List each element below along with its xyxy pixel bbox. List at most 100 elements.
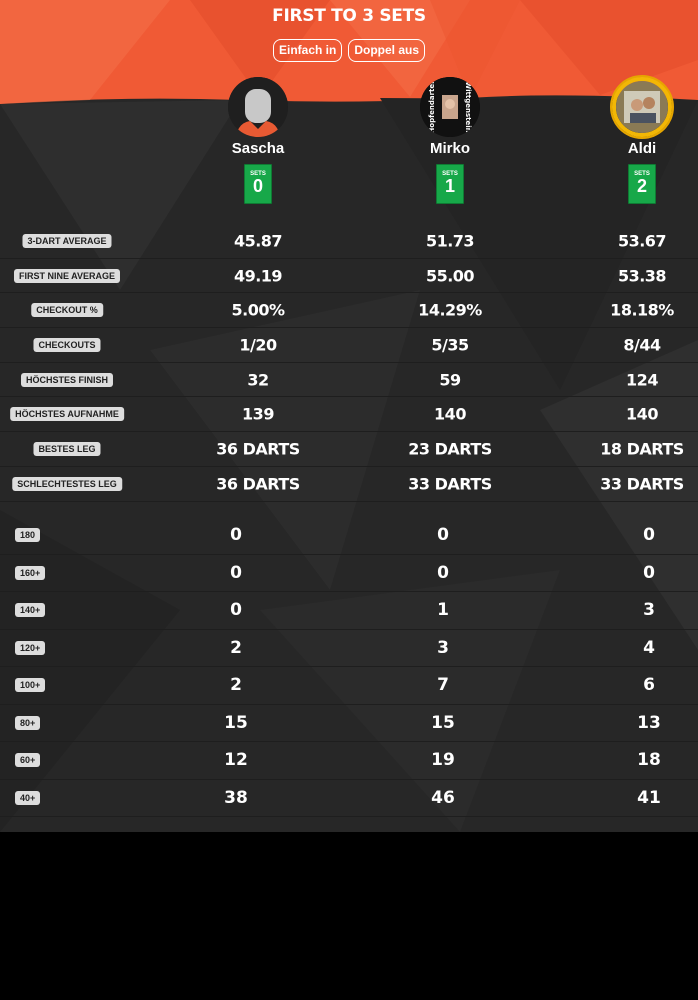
stat-value: 5.00%	[231, 300, 285, 320]
stat-value: 53.67	[617, 231, 667, 251]
score-label: 160+	[15, 565, 46, 580]
score-value: 3	[643, 600, 655, 621]
stat-value: 33 DARTS	[600, 474, 684, 494]
score-value: 1	[437, 600, 449, 621]
score-value: 0	[437, 562, 449, 583]
stat-value: 59	[439, 370, 461, 390]
score-label: 120+	[15, 640, 46, 655]
stat-label: SCHLECHTESTES LEG	[12, 476, 122, 491]
stat-value: 51.73	[425, 231, 475, 251]
player-name: Sascha	[231, 140, 285, 157]
score-value: 0	[437, 525, 449, 546]
score-row: 180 0 0 0	[0, 517, 698, 555]
score-label: 100+	[15, 678, 46, 693]
score-label: 60+	[15, 753, 41, 768]
stat-label: HÖCHSTES AUFNAHME	[10, 407, 124, 422]
score-value: 46	[431, 787, 455, 808]
stat-row: FIRST NINE AVERAGE 49.19 55.00 53.38	[0, 259, 698, 294]
stat-value: 139	[242, 404, 274, 424]
stat-value: 49.19	[233, 266, 283, 286]
avatar-text-right: Wittgenstein	[464, 81, 472, 132]
score-value: 2	[230, 675, 242, 696]
stat-value: 55.00	[425, 266, 475, 286]
score-value: 12	[224, 750, 248, 771]
stat-label: CHECKOUT %	[31, 303, 103, 318]
game-mode-badges: Einfach in Doppel aus	[0, 39, 698, 62]
score-label: 40+	[15, 790, 41, 805]
stat-row: HÖCHSTES FINISH 32 59 124	[0, 363, 698, 398]
sets-badge: SETS 1	[436, 164, 464, 204]
stat-value: 33 DARTS	[408, 474, 492, 494]
score-value: 13	[637, 712, 661, 733]
sets-label: SETS	[442, 171, 458, 177]
stat-value: 14.29%	[418, 300, 482, 320]
player-column-1[interactable]: Sascha SETS 0	[198, 77, 318, 204]
stat-label: FIRST NINE AVERAGE	[13, 268, 121, 283]
score-value: 38	[224, 787, 248, 808]
player-name: Mirko	[429, 140, 470, 157]
score-value: 41	[637, 787, 661, 808]
stat-row: 3-DART AVERAGE 45.87 51.73 53.67	[0, 224, 698, 259]
stat-row: CHECKOUTS 1/20 5/35 8/44	[0, 328, 698, 363]
score-row: 140+ 0 1 3	[0, 592, 698, 630]
score-value: 19	[431, 750, 455, 771]
score-label: 80+	[15, 715, 41, 730]
player-column-2[interactable]: Hopfendarter Wittgenstein Mirko SETS 1	[390, 77, 510, 204]
stat-value: 140	[434, 404, 466, 424]
stat-value: 5/35	[431, 335, 469, 355]
sets-badge: SETS 2	[628, 164, 656, 204]
stat-value: 36 DARTS	[216, 474, 300, 494]
score-value: 6	[643, 675, 655, 696]
score-label: 140+	[15, 603, 46, 618]
match-title: FIRST TO 3 SETS	[272, 6, 426, 26]
stat-value: 1/20	[239, 335, 277, 355]
score-row: 100+ 2 7 6	[0, 667, 698, 705]
stat-row: CHECKOUT % 5.00% 14.29% 18.18%	[0, 293, 698, 329]
score-label: 180	[15, 528, 41, 543]
stat-value: 8/44	[623, 335, 661, 355]
stat-value: 18.18%	[610, 300, 674, 320]
player-column-3[interactable]: Aldi SETS 2	[582, 77, 698, 204]
stat-value: 45.87	[233, 231, 283, 251]
stat-label: CHECKOUTS	[33, 337, 101, 352]
score-value: 2	[230, 637, 242, 658]
stat-value: 23 DARTS	[408, 439, 492, 459]
stats-screen: FIRST TO 3 SETS Einfach in Doppel aus Sa…	[0, 0, 698, 832]
stats-table: 3-DART AVERAGE 45.87 51.73 53.67 FIRST N…	[0, 224, 698, 502]
sets-count: 0	[252, 176, 263, 196]
stat-label: 3-DART AVERAGE	[22, 233, 112, 248]
score-value: 0	[230, 562, 242, 583]
score-value: 0	[643, 525, 655, 546]
score-value: 0	[230, 525, 242, 546]
sets-count: 2	[636, 176, 647, 196]
stat-row: BESTES LEG 36 DARTS 23 DARTS 18 DARTS	[0, 432, 698, 467]
score-row: 40+ 38 46 41	[0, 780, 698, 817]
score-count-table: 180 0 0 0 160+ 0 0 0 140+ 0 1 3 120+ 2 3…	[0, 517, 698, 817]
stat-value: 36 DARTS	[216, 439, 300, 459]
score-row: 60+ 12 19 18	[0, 742, 698, 780]
default-avatar-icon	[228, 77, 288, 137]
score-value: 15	[224, 712, 248, 733]
stat-value: 53.38	[617, 266, 667, 286]
score-value: 7	[437, 675, 449, 696]
score-value: 4	[643, 637, 655, 658]
mode-badge-in: Einfach in	[272, 39, 343, 62]
sets-label: SETS	[634, 171, 650, 177]
sets-label: SETS	[250, 171, 266, 177]
stat-value: 18 DARTS	[600, 439, 684, 459]
score-value: 0	[643, 562, 655, 583]
score-value: 15	[431, 712, 455, 733]
stat-row: HÖCHSTES AUFNAHME 139 140 140	[0, 397, 698, 433]
mode-badge-out: Doppel aus	[348, 39, 426, 62]
score-row: 160+ 0 0 0	[0, 555, 698, 592]
photo-avatar: Hopfendarter Wittgenstein	[420, 77, 480, 137]
score-row: 80+ 15 15 13	[0, 705, 698, 742]
sets-badge: SETS 0	[244, 164, 272, 204]
stat-row: SCHLECHTESTES LEG 36 DARTS 33 DARTS 33 D…	[0, 467, 698, 502]
score-value: 0	[230, 600, 242, 621]
score-value: 3	[437, 637, 449, 658]
stat-value: 124	[626, 370, 658, 390]
stat-value: 32	[247, 370, 269, 390]
avatar-text-left: Hopfendarter	[428, 80, 436, 134]
score-row: 120+ 2 3 4	[0, 630, 698, 667]
